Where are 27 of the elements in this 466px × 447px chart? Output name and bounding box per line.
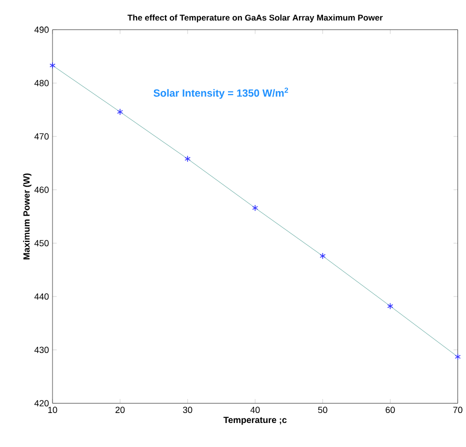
annotation: Solar Intensity = 1350 W/m$^{2}$: [154, 88, 288, 99]
x-tick-label: 40: [250, 406, 260, 414]
y-tick-label: 440: [34, 293, 49, 300]
y-tick-label: 480: [34, 80, 49, 86]
point: [50, 62, 56, 69]
point: [320, 252, 326, 260]
y-tick-label: 460: [34, 186, 49, 194]
chart-title: The effect of Temperature on GaAs Solar Array Maximum Power: [128, 14, 383, 22]
point: [387, 302, 394, 310]
point: [184, 156, 191, 162]
point: [454, 354, 461, 360]
y-tick-label: 490: [34, 26, 49, 33]
y-tick-label: 450: [34, 240, 49, 246]
x-tick-label: 50: [318, 406, 328, 414]
x-tick-label: 60: [386, 406, 395, 414]
x-tick-label: 10: [48, 406, 58, 414]
x-tick-label: 70: [453, 406, 462, 414]
x-tick-label: 30: [183, 406, 192, 414]
point: [117, 108, 124, 116]
x-tick-label: 20: [116, 406, 125, 414]
line-series: [52, 65, 458, 358]
y-tick-label: 470: [34, 133, 49, 140]
y-axis-title: Maximum Power (W): [23, 174, 32, 260]
point: [252, 204, 258, 212]
y-tick-label: 420: [34, 400, 49, 406]
x-axis-title: Temperature ;c: [223, 416, 287, 425]
y-tick-label: 430: [34, 346, 49, 354]
